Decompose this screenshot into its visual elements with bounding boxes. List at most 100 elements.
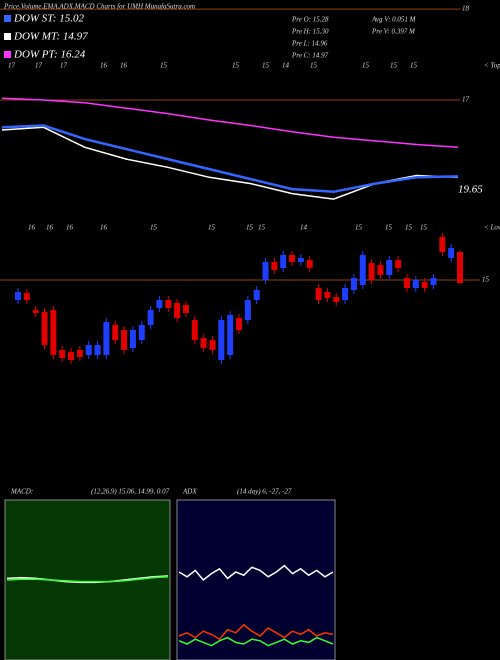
candle-body [129, 330, 136, 348]
candle-body [430, 278, 437, 285]
candle-body [147, 310, 154, 325]
date-label: 16 [66, 224, 74, 232]
candle-body [350, 278, 357, 290]
candle-body [32, 310, 39, 313]
candle-body [218, 320, 225, 360]
candle-body [112, 325, 119, 340]
date-label: 14 [282, 62, 290, 70]
candle-body [236, 318, 242, 330]
candle-body [306, 260, 313, 268]
stat: Pre V: 0.397 M [371, 28, 416, 36]
panel-subtitle: (12,26,9) 15.06, 14.99, 0.07 [91, 488, 170, 496]
candle-body [41, 312, 48, 345]
legend-label: DOW ST: 15.02 [13, 13, 84, 25]
candle-body [324, 292, 331, 298]
date-label: 14 [300, 224, 308, 232]
candle-body [395, 260, 402, 268]
candle-body [377, 265, 384, 275]
date-label: 15 [232, 62, 240, 70]
date-label: 16 [100, 62, 108, 70]
legend-swatch [4, 33, 11, 40]
legend-swatch [4, 15, 11, 22]
series-line [178, 564, 334, 582]
candle-body [103, 322, 110, 355]
candle-body [174, 303, 181, 318]
stat: Pre O: 15.28 [291, 16, 329, 24]
candle-body [421, 282, 428, 288]
candle-body [244, 300, 251, 320]
annotation: 19.65 [458, 184, 483, 196]
stat: Pre H: 15.30 [291, 28, 329, 36]
panel-title: ADX [182, 488, 197, 496]
candle-body [156, 300, 163, 308]
candle-body [85, 345, 92, 355]
candle-body [359, 255, 366, 285]
candle-body [448, 248, 455, 258]
candle-body [76, 350, 83, 357]
series-line [178, 636, 334, 647]
candle-body [297, 258, 304, 262]
legend-swatch [4, 51, 11, 58]
lows-label: < Lows [484, 224, 500, 232]
date-label: 15 [390, 62, 398, 70]
candle-body [182, 305, 189, 313]
candle-body [227, 315, 234, 355]
stat: Avg V: 0.051 M [371, 16, 417, 24]
candle-body [50, 310, 57, 355]
candle-body [412, 280, 419, 288]
date-label: 15 [246, 224, 254, 232]
date-label: 15 [405, 224, 413, 232]
candle-body [280, 255, 287, 268]
date-label: 17 [8, 62, 16, 70]
date-label: 15 [262, 62, 270, 70]
legend-label: DOW PT: 16.24 [13, 49, 86, 61]
panel [4, 499, 171, 660]
candle-body [403, 278, 410, 288]
date-label: 15 [258, 224, 266, 232]
candle-body [439, 237, 446, 252]
series-line [178, 623, 334, 641]
date-label: 16 [46, 224, 54, 232]
date-label: 15 [420, 224, 428, 232]
candle-body [253, 290, 260, 300]
series-line [1, 124, 459, 194]
date-label: 16 [100, 224, 108, 232]
candle-body [200, 338, 207, 348]
date-label: 15 [385, 224, 393, 232]
candle-body [315, 288, 322, 300]
date-label: 15 [355, 224, 363, 232]
candle-body [15, 292, 21, 300]
y-tick-label: 17 [462, 96, 470, 104]
candle-body [59, 350, 66, 358]
date-label: 17 [60, 62, 68, 70]
candle-body [165, 300, 172, 308]
date-label: 17 [35, 62, 43, 70]
date-label: 15 [160, 62, 168, 70]
tops-label: < Tops [484, 62, 500, 70]
date-label: 16 [28, 224, 36, 232]
candle-body [68, 352, 75, 360]
candle-body [262, 262, 269, 280]
y-tick-label: 18 [462, 5, 470, 13]
candle-body [23, 293, 30, 300]
candle-body [209, 340, 216, 350]
panel-subtitle: (14 day) 6, -27, -27 [237, 488, 292, 496]
candle-body [342, 288, 349, 300]
series-line [1, 97, 459, 149]
candle-body [333, 297, 340, 302]
date-label: 15 [208, 224, 216, 232]
candle-body [191, 320, 198, 340]
date-label: 15 [310, 62, 318, 70]
y-tick-label: 15 [482, 276, 490, 284]
date-label: 16 [120, 62, 128, 70]
panel-title: MACD: [10, 488, 33, 496]
series-line [6, 576, 169, 583]
candle-body [94, 345, 101, 355]
candle-body [457, 252, 463, 283]
panel [176, 499, 336, 660]
candle-body [386, 260, 393, 275]
candle-body [271, 262, 278, 270]
date-label: 15 [362, 62, 370, 70]
candle-body [138, 325, 145, 340]
stat: Pre L: 14.96 [291, 40, 328, 48]
